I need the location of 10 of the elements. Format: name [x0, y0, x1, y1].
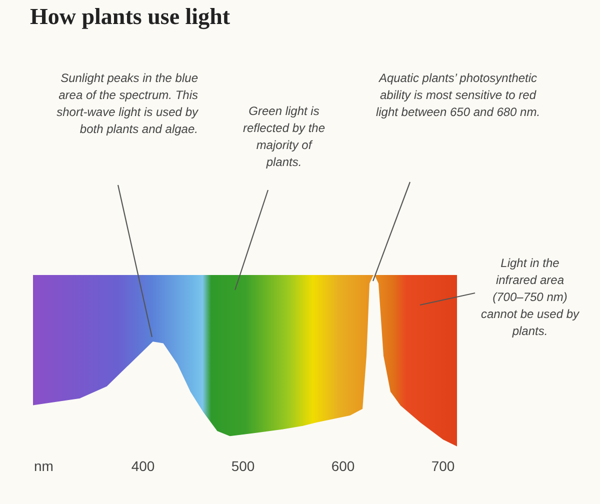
- text: Aquatic plants’ photosynthetic ability is most sensitive to red light between 650 and 680 nm.: [375, 70, 541, 121]
- text: Light in the infrared area (700–750 nm) cannot be used by plants.: [480, 255, 580, 340]
- text: Green light is reflected by the majority of plants.: [242, 103, 326, 171]
- x-tick-label: 400: [131, 458, 155, 474]
- chart-title: How plants use light: [30, 4, 230, 30]
- text: Sunlight peaks in the blue area of the spectrum. This short-wave light is used by both plants and algae.: [56, 70, 198, 138]
- x-tick-label: 700: [431, 458, 455, 474]
- x-axis-title: nm: [34, 458, 54, 474]
- x-tick-label: 500: [231, 458, 255, 474]
- x-tick-label: 600: [331, 458, 355, 474]
